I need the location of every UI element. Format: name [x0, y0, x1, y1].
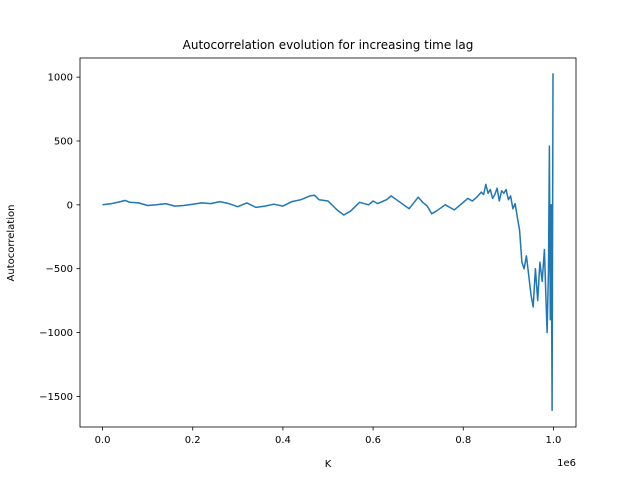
y-tick-label: −1000: [39, 328, 73, 339]
y-tick-label: 0: [67, 200, 73, 211]
x-tick-label: 0.2: [185, 435, 201, 446]
x-tick-label: 0.8: [455, 435, 471, 446]
plot-area: [79, 57, 577, 428]
chart-title: Autocorrelation evolution for increasing…: [183, 38, 474, 52]
y-axis: −1500 −1000 −500 0 500 1000: [39, 73, 80, 403]
y-tick-label: 1000: [48, 73, 73, 84]
x-tick-label: 1.0: [546, 435, 562, 446]
x-tick-label: 0.6: [365, 435, 381, 446]
series-line-autocorrelation: [102, 73, 554, 412]
x-tick-label: 0.4: [275, 435, 291, 446]
y-tick-label: −1500: [39, 392, 73, 403]
x-tick-label: 0.0: [95, 435, 111, 446]
y-axis-label: Autocorrelation: [6, 205, 17, 282]
y-tick-label: 500: [54, 136, 73, 147]
y-tick-label: −500: [46, 264, 73, 275]
x-axis-offset-label: 1e6: [557, 458, 576, 469]
plot-frame: [79, 57, 577, 428]
x-axis-label: K: [325, 459, 332, 470]
x-axis: 0.0 0.2 0.4 0.6 0.8 1.0: [95, 427, 562, 446]
